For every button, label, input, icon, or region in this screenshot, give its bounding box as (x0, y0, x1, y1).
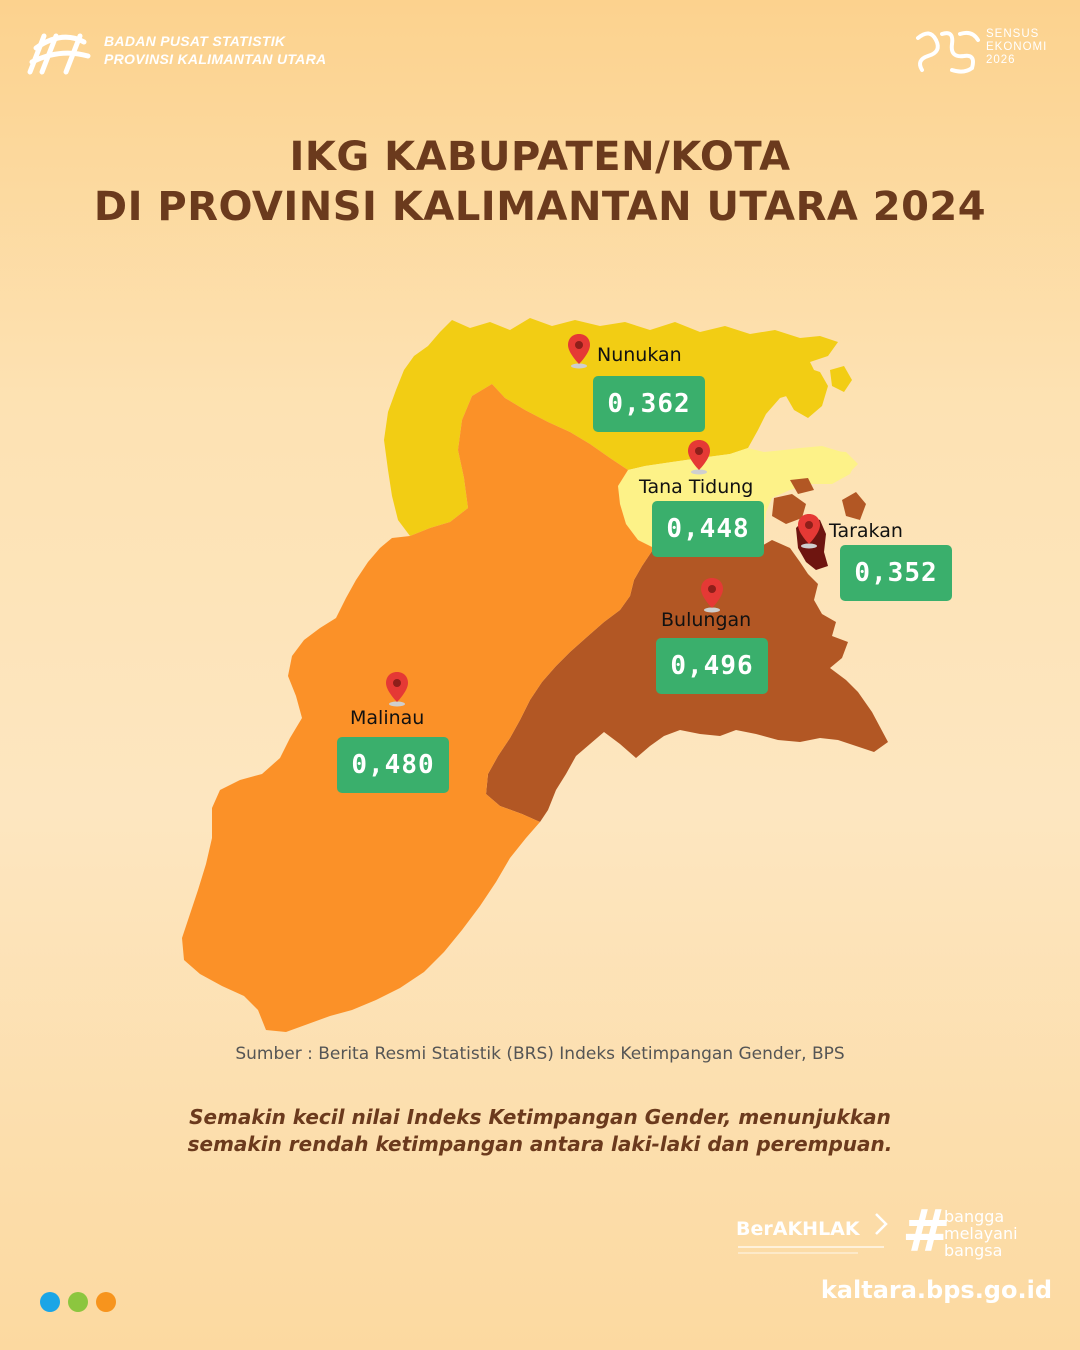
header: BADAN PUSAT STATISTIK PROVINSI KALIMANTA… (22, 22, 1062, 82)
census-line-2: EKONOMI (986, 41, 1048, 53)
value-bulungan: 0,496 (656, 638, 768, 694)
source-note: Sumber : Berita Resmi Statistik (BRS) In… (235, 1044, 845, 1064)
value-malinau: 0,480 (337, 737, 449, 793)
pin-nunukan-icon (568, 334, 590, 369)
value-tarakan: 0,352 (840, 545, 952, 601)
census-line-3: 2026 (986, 54, 1016, 66)
census-line-1: SENSUS (986, 28, 1040, 40)
pin-malinau-icon (386, 672, 408, 707)
decorative-dots (40, 1292, 120, 1314)
note-line-2: semakin rendah ketimpangan antara laki-l… (187, 1132, 893, 1156)
dot-orange-icon (96, 1292, 116, 1312)
value-nunukan: 0,362 (593, 376, 705, 432)
bangga-line-1: bangga (944, 1207, 1005, 1226)
region-bulungan-island-3 (790, 478, 814, 494)
label-tarakan: Tarakan (829, 520, 903, 542)
page-title: IKG KABUPATEN/KOTA DI PROVINSI KALIMANTA… (0, 132, 1080, 232)
org-line-2: PROVINSI KALIMANTAN UTARA (104, 51, 327, 67)
bangga-text: bangga melayani bangsa (944, 1208, 1018, 1259)
website-link[interactable]: kaltara.bps.go.id (820, 1276, 1052, 1304)
org-line-1: BADAN PUSAT STATISTIK (104, 33, 286, 49)
region-nunukan-island (782, 366, 828, 418)
census-emblem-icon (916, 30, 980, 74)
berakhlak-mark-icon (738, 1213, 888, 1254)
title-line-2: DI PROVINSI KALIMANTAN UTARA 2024 (93, 184, 987, 230)
pin-tana-tidung-icon (688, 440, 710, 475)
region-tana-tidung-island (792, 450, 858, 480)
bangga-line-3: bangsa (944, 1241, 1003, 1260)
pin-tarakan-icon (798, 514, 820, 549)
label-bulungan: Bulungan (661, 609, 752, 631)
label-malinau: Malinau (350, 707, 425, 729)
region-nunukan-island-2 (830, 366, 852, 392)
dot-blue-icon (40, 1292, 60, 1312)
berakhlak-text: BerAKHLAK (736, 1218, 860, 1240)
pin-bulungan-icon (701, 578, 723, 613)
value-tana-tidung: 0,448 (652, 501, 764, 557)
label-nunukan: Nunukan (597, 344, 682, 366)
title-line-1: IKG KABUPATEN/KOTA (289, 134, 791, 180)
org-name: BADAN PUSAT STATISTIK PROVINSI KALIMANTA… (104, 32, 326, 68)
note-line-1: Semakin kecil nilai Indeks Ketimpangan G… (189, 1105, 891, 1129)
census-text: SENSUS EKONOMI 2026 (986, 28, 1047, 67)
berakhlak-logo: BerAKHLAK (736, 1212, 896, 1262)
census-logo: SENSUS EKONOMI 2026 (912, 26, 1062, 76)
label-tana-tidung: Tana Tidung (639, 476, 754, 498)
hashtag-icon: # (902, 1197, 951, 1265)
bangga-melayani-logo: # bangga melayani bangsa (902, 1200, 1042, 1266)
region-bulungan-island (772, 494, 806, 524)
region-malinau[interactable] (182, 384, 654, 1032)
interpretation-note: Semakin kecil nilai Indeks Ketimpangan G… (0, 1104, 1080, 1158)
bangga-line-2: melayani (944, 1224, 1018, 1243)
dot-green-icon (68, 1292, 88, 1312)
bps-logo-icon (27, 33, 91, 75)
region-bulungan-island-2 (842, 492, 866, 520)
